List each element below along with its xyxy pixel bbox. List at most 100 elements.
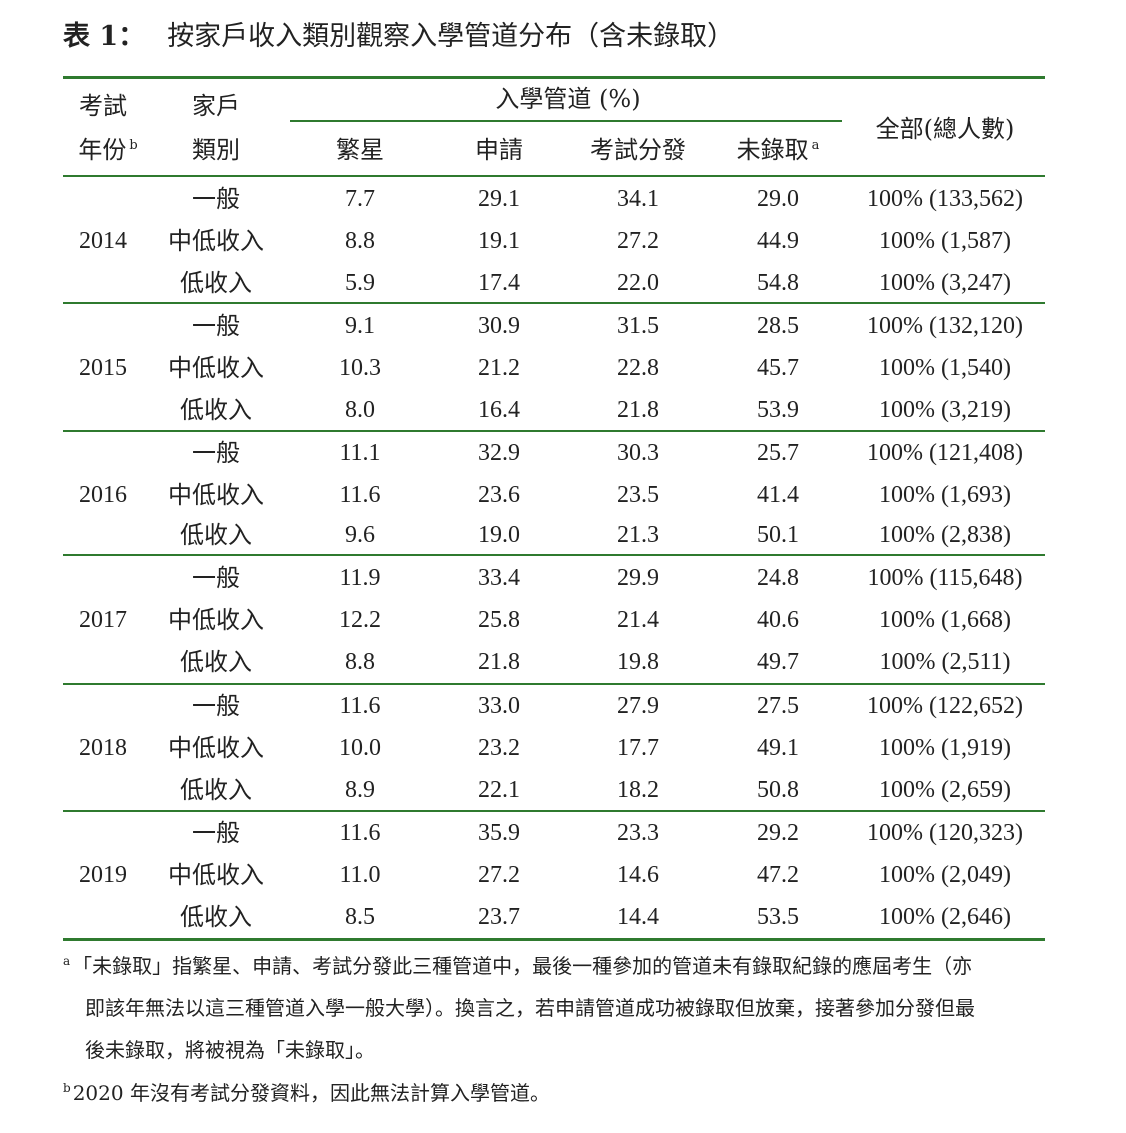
- value-cell-apply: 33.4: [478, 565, 520, 591]
- category-cell: 低收入: [180, 903, 252, 931]
- value-cell-unadmitted: 49.7: [757, 649, 799, 675]
- value-cell-unadmitted: 44.9: [757, 228, 799, 254]
- category-cell: 一般: [192, 312, 240, 340]
- header-col-apply: 申請: [475, 136, 523, 164]
- total-cell: 100% (1,919): [879, 735, 1011, 761]
- value-cell-exam: 22.0: [617, 270, 659, 296]
- total-cell: 100% (2,049): [879, 862, 1011, 888]
- value-cell-exam: 29.9: [617, 565, 659, 591]
- value-cell-apply: 23.2: [478, 735, 520, 761]
- category-cell: 低收入: [180, 521, 252, 549]
- category-cell: 一般: [192, 185, 240, 213]
- value-cell-star: 8.0: [345, 397, 375, 423]
- value-cell-unadmitted: 40.6: [757, 607, 799, 633]
- value-cell-unadmitted: 27.5: [757, 693, 799, 719]
- value-cell-unadmitted: 24.8: [757, 565, 799, 591]
- value-cell-star: 12.2: [339, 607, 381, 633]
- footnote-b-line: b 2020 年沒有考試分發資料，因此無法計算入學管道。: [63, 1077, 550, 1106]
- value-cell-unadmitted: 54.8: [757, 270, 799, 296]
- top-rule: [63, 76, 1045, 79]
- total-cell: 100% (3,247): [879, 270, 1011, 296]
- year-separator-rule: [63, 554, 1045, 556]
- header-col-star: 繁星: [336, 136, 384, 164]
- value-cell-star: 7.7: [345, 186, 375, 212]
- value-cell-star: 11.6: [339, 693, 381, 719]
- total-cell: 100% (1,540): [879, 355, 1011, 381]
- total-cell: 100% (2,838): [879, 522, 1011, 548]
- value-cell-star: 11.9: [339, 565, 381, 591]
- value-cell-unadmitted: 53.5: [757, 904, 799, 930]
- footnote-a-line1: a 「未錄取」指繁星、申請、考試分發此三種管道中，最後一種參加的管道未有錄取紀錄的…: [63, 950, 972, 979]
- total-cell: 100% (133,562): [867, 186, 1023, 212]
- value-cell-apply: 27.2: [478, 862, 520, 888]
- value-cell-unadmitted: 29.2: [757, 820, 799, 846]
- value-cell-star: 11.6: [339, 482, 381, 508]
- header-year-line2: 年份 b: [78, 138, 137, 162]
- value-cell-unadmitted: 49.1: [757, 735, 799, 761]
- value-cell-unadmitted: 50.8: [757, 777, 799, 803]
- value-cell-exam: 34.1: [617, 186, 659, 212]
- category-cell: 中低收入: [168, 354, 264, 382]
- value-cell-exam: 18.2: [617, 777, 659, 803]
- footnote-b-mark: b: [63, 1081, 71, 1096]
- table-label: 表 1：: [63, 21, 146, 52]
- total-cell: 100% (2,646): [879, 904, 1011, 930]
- footnote-a-line3: 後未錄取，將被視為「未錄取」。: [85, 1038, 375, 1062]
- value-cell-apply: 21.8: [478, 649, 520, 675]
- value-cell-apply: 35.9: [478, 820, 520, 846]
- value-cell-apply: 16.4: [478, 397, 520, 423]
- value-cell-exam: 14.6: [617, 862, 659, 888]
- footnote-a-marker: a: [811, 138, 820, 153]
- total-cell: 100% (2,659): [879, 777, 1011, 803]
- value-cell-star: 11.1: [339, 440, 381, 466]
- category-cell: 中低收入: [168, 734, 264, 762]
- total-cell: 100% (115,648): [867, 565, 1023, 591]
- value-cell-exam: 22.8: [617, 355, 659, 381]
- category-cell: 低收入: [180, 776, 252, 804]
- value-cell-apply: 25.8: [478, 607, 520, 633]
- value-cell-unadmitted: 41.4: [757, 482, 799, 508]
- value-cell-unadmitted: 47.2: [757, 862, 799, 888]
- total-cell: 100% (132,120): [867, 313, 1023, 339]
- total-cell: 100% (1,668): [879, 607, 1011, 633]
- footnote-a-line2: 即該年無法以這三種管道入學一般大學）。換言之，若申請管道成功被錄取但放棄，接著參…: [85, 996, 975, 1020]
- value-cell-apply: 21.2: [478, 355, 520, 381]
- value-cell-star: 8.9: [345, 777, 375, 803]
- value-cell-unadmitted: 50.1: [757, 522, 799, 548]
- bottom-rule: [63, 938, 1045, 941]
- value-cell-exam: 27.9: [617, 693, 659, 719]
- value-cell-apply: 23.6: [478, 482, 520, 508]
- value-cell-exam: 21.8: [617, 397, 659, 423]
- category-cell: 低收入: [180, 269, 252, 297]
- value-cell-apply: 17.4: [478, 270, 520, 296]
- total-cell: 100% (122,652): [867, 693, 1023, 719]
- value-cell-star: 10.3: [339, 355, 381, 381]
- year-cell: 2019: [79, 862, 127, 888]
- total-cell: 100% (1,693): [879, 482, 1011, 508]
- value-cell-exam: 31.5: [617, 313, 659, 339]
- table-caption: 表 1： 按家戶收入類別觀察入學管道分布（含未錄取）: [63, 14, 734, 53]
- category-cell: 一般: [192, 564, 240, 592]
- value-cell-star: 5.9: [345, 270, 375, 296]
- header-col-exam: 考試分發: [590, 136, 686, 164]
- header-category-line1: 家戶: [192, 92, 240, 120]
- footnote-b-line-text: 2020 年沒有考試分發資料，因此無法計算入學管道。: [72, 1081, 550, 1105]
- value-cell-star: 9.6: [345, 522, 375, 548]
- header-col-unadmitted-text: 未錄取: [736, 136, 809, 164]
- header-category-line2: 類別: [192, 136, 240, 164]
- header-admission-group: 入學管道 (%): [495, 85, 641, 113]
- category-cell: 一般: [192, 692, 240, 720]
- value-cell-exam: 30.3: [617, 440, 659, 466]
- year-cell: 2014: [79, 228, 127, 254]
- value-cell-exam: 17.7: [617, 735, 659, 761]
- year-separator-rule: [63, 810, 1045, 812]
- value-cell-apply: 30.9: [478, 313, 520, 339]
- value-cell-apply: 19.0: [478, 522, 520, 548]
- value-cell-star: 11.0: [339, 862, 381, 888]
- category-cell: 一般: [192, 439, 240, 467]
- category-cell: 中低收入: [168, 606, 264, 634]
- value-cell-exam: 21.3: [617, 522, 659, 548]
- total-cell: 100% (121,408): [867, 440, 1023, 466]
- value-cell-star: 8.8: [345, 649, 375, 675]
- value-cell-unadmitted: 28.5: [757, 313, 799, 339]
